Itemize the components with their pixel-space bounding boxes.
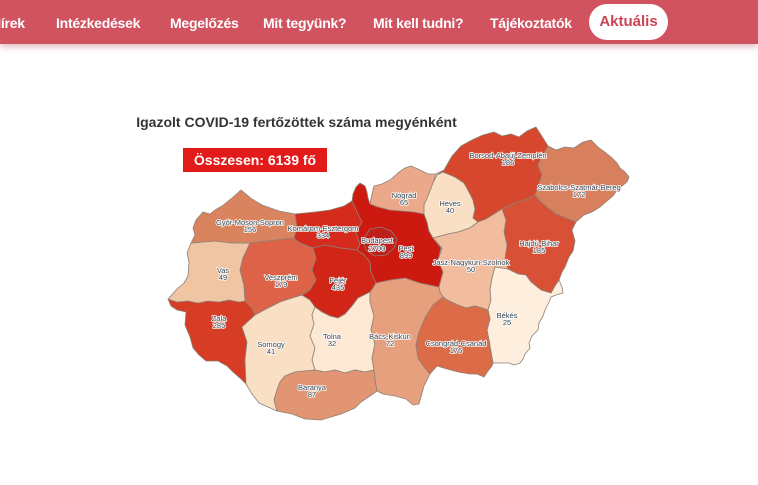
svg-text:Zala285: Zala 285 [212, 314, 227, 330]
svg-text:Vas49: Vas 49 [217, 266, 230, 282]
svg-text:Pest899: Pest 899 [398, 244, 414, 260]
svg-text:Fejér435: Fejér 435 [329, 276, 347, 292]
